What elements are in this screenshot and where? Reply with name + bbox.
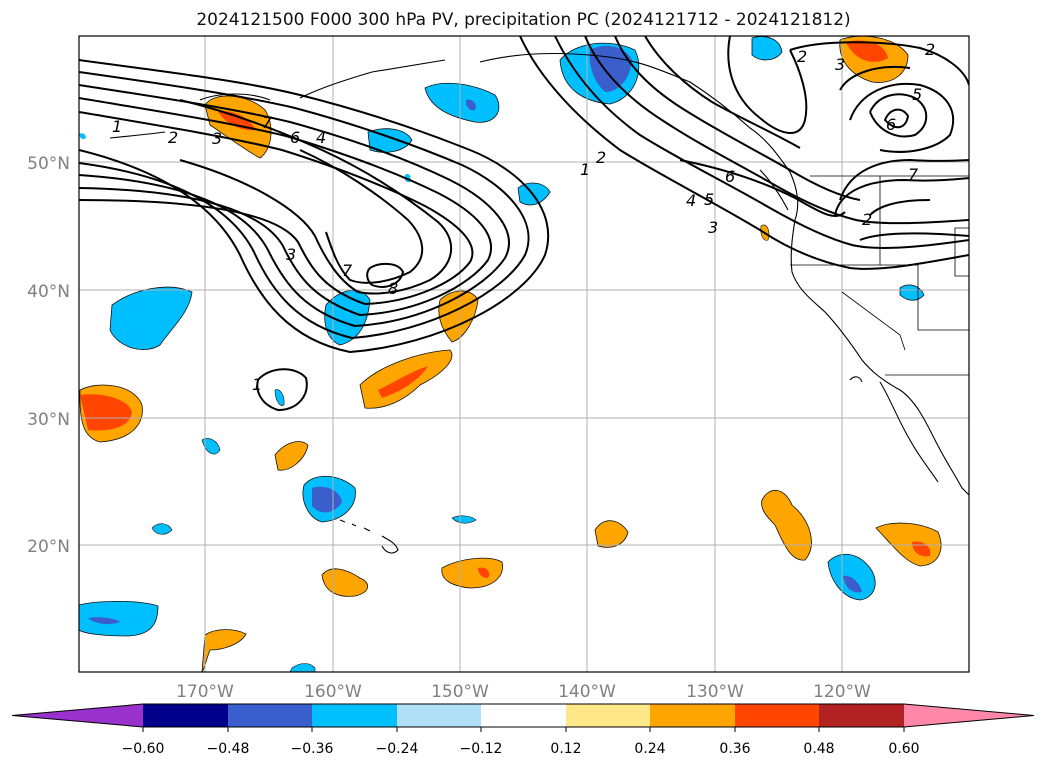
borders [790,175,969,376]
colorbar-tick-label: 0.12 [550,741,581,757]
lon-label: 170°W [176,682,234,702]
contour-label: 2 [596,148,606,167]
latitude-labels: 50°N 40°N 30°N 20°N [27,154,70,557]
contour-label: 3 [708,218,718,237]
contour-label: 5 [912,85,922,104]
precip-patch-positive [274,441,309,471]
colorbar-cell [566,704,650,727]
contour-label: 2 [862,210,872,229]
contour-label: 8 [388,279,398,298]
contour-label: 6 [886,115,896,134]
colorbar-cell [228,704,312,727]
precip-patch-negative [367,128,413,153]
colorbar-tick-label: −0.36 [291,741,334,757]
colorbar-cell [735,704,819,727]
precip-patch-positive [438,290,479,343]
map-title: 2024121500 F000 300 hPa PV, precipitatio… [196,10,851,30]
colorbar-cell [143,704,228,727]
precip-patch-positive [761,490,812,561]
contour-label: 2 [797,47,807,66]
colorbar-tick-label: −0.60 [122,741,165,757]
longitude-labels: 170°W 160°W 150°W 140°W 130°W 120°W [176,682,871,702]
precip-patch-positive [321,568,369,597]
colorbar-extend-min [12,704,143,727]
lat-label: 50°N [27,154,70,174]
precip-patch-negative [751,36,783,61]
coastlines [109,52,969,554]
colorbar-tick-label: 0.60 [888,741,919,757]
contour-label: 1 [112,117,122,136]
contour-label: 6 [290,128,300,147]
contour-label: 2 [925,40,935,59]
precip-patch-positive [201,629,247,672]
graticule [79,36,969,672]
contour-label: 6 [725,167,735,186]
precip-patch-negative [109,286,193,350]
contour-label: 1 [580,160,590,179]
pv-contours [79,36,969,412]
contour-label: 3 [212,129,222,148]
lon-label: 150°W [431,682,489,702]
map-frame [78,35,970,673]
lon-label: 140°W [558,682,616,702]
precip-patch-negative [79,600,159,637]
colorbar-cell [312,704,397,727]
contour-label: 4 [316,128,326,147]
lat-label: 30°N [27,410,70,430]
contour-label: 7 [908,165,919,184]
precip-patch-negative [424,82,500,123]
contour-labels: 1 2 3 7 6 4 3 7 8 1 1 2 6 4 5 3 2 3 2 5 … [112,40,935,394]
contour-label: 3 [835,55,845,74]
precip-patches [79,36,942,672]
contour-label: 7 [262,113,273,132]
lon-label: 120°W [813,682,871,702]
lat-label: 20°N [27,537,70,557]
colorbar-tick-label: −0.24 [376,741,419,757]
precip-patch-negative [517,182,551,206]
precip-patch-positive [594,520,629,548]
contour-label: 4 [686,191,696,210]
contour-label: 3 [286,245,296,264]
colorbar-tick-label: 0.36 [719,741,750,757]
colorbar-cell [397,704,481,727]
precip-patch-positive [441,557,503,589]
contour-label: 5 [704,190,714,209]
lat-label: 40°N [27,282,70,302]
colorbar-tick-label: 0.48 [803,741,834,757]
colorbar-tick-label: 0.24 [634,741,665,757]
colorbar-tick-label: −0.48 [207,741,250,757]
colorbar-cell [819,704,904,727]
colorbar-cell [481,704,566,727]
contour-label: 7 [342,261,353,280]
contour-label: 1 [252,375,262,394]
colorbar-cell [650,704,735,727]
precip-patch-negative [827,554,876,601]
lon-label: 130°W [686,682,744,702]
precip-patch-negative [899,284,925,301]
lon-label: 160°W [304,682,362,702]
colorbar-extend-max [904,704,1034,727]
colorbar-tick-label: −0.12 [460,741,503,757]
colorbar: −0.60 −0.48 −0.36 −0.24 −0.12 0.12 0.24 … [11,703,1035,757]
contour-label: 2 [168,128,178,147]
